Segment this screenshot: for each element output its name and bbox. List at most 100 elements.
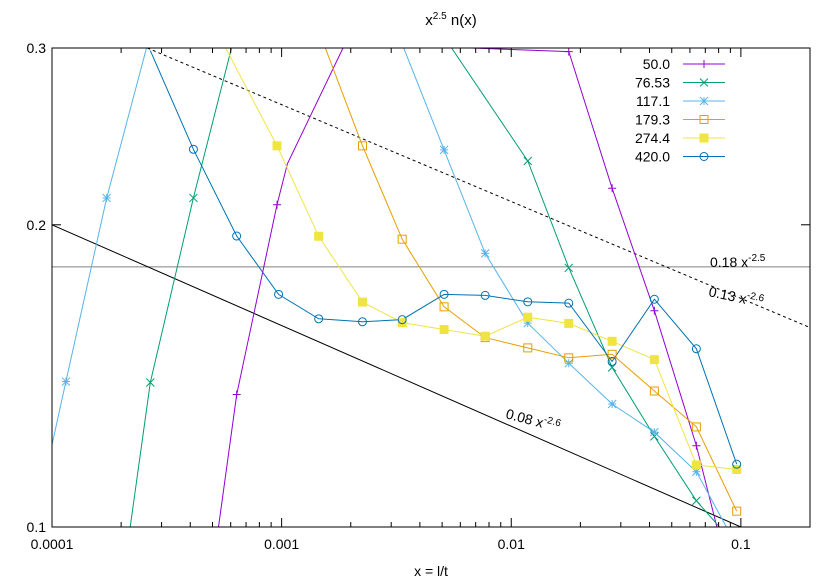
marker-square-filled <box>691 460 701 470</box>
data-point-117.1 <box>439 145 449 155</box>
series-line-420.0 <box>149 50 738 465</box>
legend-label-179.3: 179.3 <box>635 112 670 128</box>
data-point-117.1 <box>61 377 71 386</box>
marker-star <box>692 467 701 477</box>
legend-swatch-marker <box>699 133 709 143</box>
x-tick-label: 0.01 <box>498 536 525 552</box>
data-point-76.53 <box>564 263 574 273</box>
data-point-274.4 <box>523 312 533 322</box>
data-point-76.53 <box>145 378 155 387</box>
legend: 50.0 76.53 117.1 179.3 274.4 420.0 <box>635 56 725 165</box>
marker-star <box>480 249 490 258</box>
y-tick-label: 0.1 <box>27 519 47 535</box>
marker-square <box>357 141 367 151</box>
marker-circle <box>357 317 367 327</box>
data-point-117.1 <box>564 358 574 368</box>
marker-star <box>650 427 659 437</box>
marker-square-filled <box>397 318 407 328</box>
data-point-420.0 <box>564 298 574 308</box>
data-point-420.0 <box>188 144 198 154</box>
legend-swatch-marker <box>699 152 709 161</box>
marker-circle <box>397 315 407 325</box>
data-point-274.4 <box>732 464 742 474</box>
marker-square-filled <box>480 331 490 341</box>
data-point-274.4 <box>564 318 574 328</box>
marker-square <box>691 422 701 432</box>
data-point-179.3 <box>649 386 659 396</box>
data-point-117.1 <box>650 427 659 437</box>
data-point-76.53 <box>650 432 659 441</box>
x-tick-label: 0.1 <box>731 536 751 552</box>
data-point-420.0 <box>357 317 367 327</box>
marker-plus <box>273 200 282 209</box>
legend-label-420.0: 420.0 <box>635 149 670 165</box>
data-point-274.4 <box>607 336 617 346</box>
data-point-117.1 <box>523 318 533 328</box>
marker-plus <box>650 306 659 315</box>
legend-swatch-marker <box>699 78 709 87</box>
legend-label-117.1: 117.1 <box>636 93 670 109</box>
data-point-50.0 <box>273 200 282 209</box>
data-point-274.4 <box>314 231 324 241</box>
marker-square <box>564 353 574 363</box>
data-point-179.3 <box>691 422 701 432</box>
marker-circle <box>188 144 198 154</box>
marker-cross <box>692 496 701 506</box>
y-tick-label: 0.2 <box>27 217 47 233</box>
marker-circle <box>691 344 701 354</box>
data-point-50.0 <box>650 306 659 315</box>
marker-cross <box>523 156 533 166</box>
axis-ticks: 0.0001 0.001 0.01 0.1 0.1 0.2 0.3 <box>27 40 811 552</box>
marker-circle <box>439 289 449 299</box>
marker-square <box>607 349 617 359</box>
marker-circle <box>274 289 284 299</box>
marker-square <box>732 506 742 516</box>
legend-swatch-marker <box>699 115 709 124</box>
marker-square-filled <box>699 133 709 143</box>
plot-markers <box>61 48 742 516</box>
data-point-274.4 <box>357 297 367 307</box>
marker-plus <box>692 441 701 450</box>
marker-square <box>397 234 407 244</box>
marker-square-filled <box>272 141 282 151</box>
marker-square-filled <box>607 336 617 346</box>
data-point-274.4 <box>480 331 490 341</box>
marker-star <box>607 399 617 409</box>
data-point-420.0 <box>480 290 490 300</box>
marker-square-filled <box>439 324 449 334</box>
marker-star <box>523 318 533 328</box>
data-point-179.3 <box>607 349 617 359</box>
data-point-274.4 <box>649 355 659 365</box>
marker-square-filled <box>314 231 324 241</box>
legend-label-274.4: 274.4 <box>635 130 670 146</box>
legend-swatch-marker <box>700 60 708 68</box>
marker-plus <box>608 184 617 193</box>
reference-line-2 <box>52 224 742 527</box>
marker-plus <box>232 390 241 399</box>
marker-circle <box>480 290 490 300</box>
series-line-179.3 <box>324 48 738 512</box>
marker-cross <box>145 378 155 387</box>
marker-plus <box>564 48 573 56</box>
plot-frame <box>51 47 811 528</box>
data-point-117.1 <box>692 467 701 477</box>
marker-circle <box>699 152 709 161</box>
data-point-420.0 <box>232 231 242 241</box>
marker-square <box>439 302 449 312</box>
marker-square <box>699 115 709 124</box>
data-point-76.53 <box>189 193 198 203</box>
marker-circle <box>314 314 324 324</box>
marker-square-filled <box>732 464 742 474</box>
marker-star <box>699 96 709 106</box>
data-point-76.53 <box>692 496 701 506</box>
data-point-117.1 <box>607 399 617 409</box>
data-point-420.0 <box>314 314 324 324</box>
data-point-50.0 <box>692 441 701 450</box>
marker-square-filled <box>649 355 659 365</box>
ref-line-label-2: 0.08 x-2.6 <box>504 404 562 435</box>
data-point-420.0 <box>732 459 742 469</box>
data-point-50.0 <box>232 390 241 399</box>
marker-cross <box>189 193 198 203</box>
marker-circle <box>607 356 617 366</box>
data-point-274.4 <box>272 141 282 151</box>
